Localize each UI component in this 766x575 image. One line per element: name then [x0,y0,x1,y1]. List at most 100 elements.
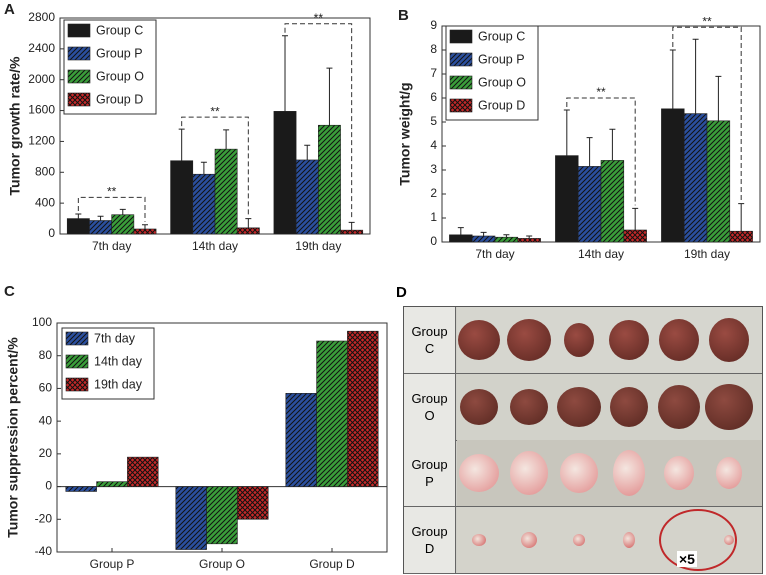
x-tick-label: 7th day [475,247,514,261]
photo [457,307,762,373]
bar [316,340,348,487]
y-tick-label: 2000 [28,72,55,86]
y-tick-label: 6 [430,90,437,104]
tumor [510,451,548,495]
y-axis-label: Tumor weight/g [397,82,413,185]
tumor [564,323,594,357]
x-tick-label: 19th day [684,247,730,261]
significance-bracket [181,116,249,216]
error-bar [669,49,676,109]
y-tick-label: 2800 [28,10,55,24]
significance-bracket [672,26,742,201]
tumor [716,457,742,489]
significance-label: ** [596,85,606,99]
tumor [458,320,500,360]
error-bar [632,207,639,230]
legend-swatch [449,29,473,44]
legend-swatch [67,92,91,107]
significance-label: ** [210,104,220,118]
bar [449,234,473,243]
x-tick-label: Group O [199,557,245,571]
bar [66,218,90,235]
legend-label: Group C [96,23,143,37]
significance-label: ** [702,14,712,28]
y-tick-label: 40 [39,413,53,427]
magnify-circle [659,508,737,571]
error-bar [75,213,82,219]
tumor [658,384,700,429]
tumor [705,383,753,430]
y-tick-label: 0 [48,226,55,240]
error-bar [715,75,722,121]
error-bar [245,218,252,228]
tumor [573,533,585,546]
photo-row: Group C [404,307,762,374]
y-tick-label: 100 [32,315,52,329]
legend-label: Group D [96,92,143,106]
photo [457,373,762,440]
bar [340,229,364,235]
y-tick-label: 400 [35,195,55,209]
legend-swatch [65,331,89,346]
bar [471,235,496,243]
panel-label: A [4,1,15,18]
y-tick-label: 8 [430,42,437,56]
y-tick-label: 20 [39,446,53,460]
panel-label: B [398,7,409,24]
x-tick-label: Group D [309,557,355,571]
tumor [472,533,486,546]
significance-label: ** [107,184,117,198]
tumor [610,386,648,427]
bar [661,108,685,243]
bar [133,228,157,235]
error-bar [119,208,126,215]
error-bar [97,215,104,221]
y-axis-label: Tumor growth rate/% [7,56,23,196]
bar [65,486,97,492]
bar [192,173,216,235]
error-bar [223,129,230,150]
legend-swatch [67,23,91,38]
error-bar [141,224,148,229]
bar [236,227,260,235]
tumor [709,318,749,362]
error-bar [348,221,355,231]
legend-label: Group P [478,52,525,66]
y-tick-label: 800 [35,164,55,178]
panel-label: C [4,283,15,300]
bar [89,220,112,235]
error-bar [692,38,699,114]
photo-panel: Group C Group O Group P Group D ×5 [403,306,763,574]
bar [127,456,159,487]
bar [175,486,207,550]
y-tick-label: 7 [430,66,437,80]
tumor [659,319,699,361]
bar [170,160,194,235]
error-bar [609,128,616,161]
x-tick-label: 7th day [92,239,131,253]
y-tick-label: 60 [39,381,53,395]
x-tick-label: 14th day [192,239,238,253]
legend-swatch [449,98,473,113]
legend-swatch [67,69,91,84]
photo: ×5 [457,506,762,573]
bar [214,148,238,235]
photo-row: Group D ×5 [404,506,762,574]
bar [347,330,379,487]
bar [285,393,317,487]
legend-swatch [449,52,473,67]
y-tick-label: 80 [39,348,53,362]
significance-label: ** [314,11,324,25]
x-tick-label: 14th day [578,247,624,261]
tumor [609,320,649,360]
tumor [560,453,598,493]
error-bar [304,144,311,160]
photo-row: Group O [404,373,762,441]
legend-label: 19th day [94,377,143,391]
legend-label: Group D [478,98,525,112]
y-tick-label: 2400 [28,41,55,55]
y-tick-label: 1600 [28,103,55,117]
y-tick-label: 2 [430,186,437,200]
